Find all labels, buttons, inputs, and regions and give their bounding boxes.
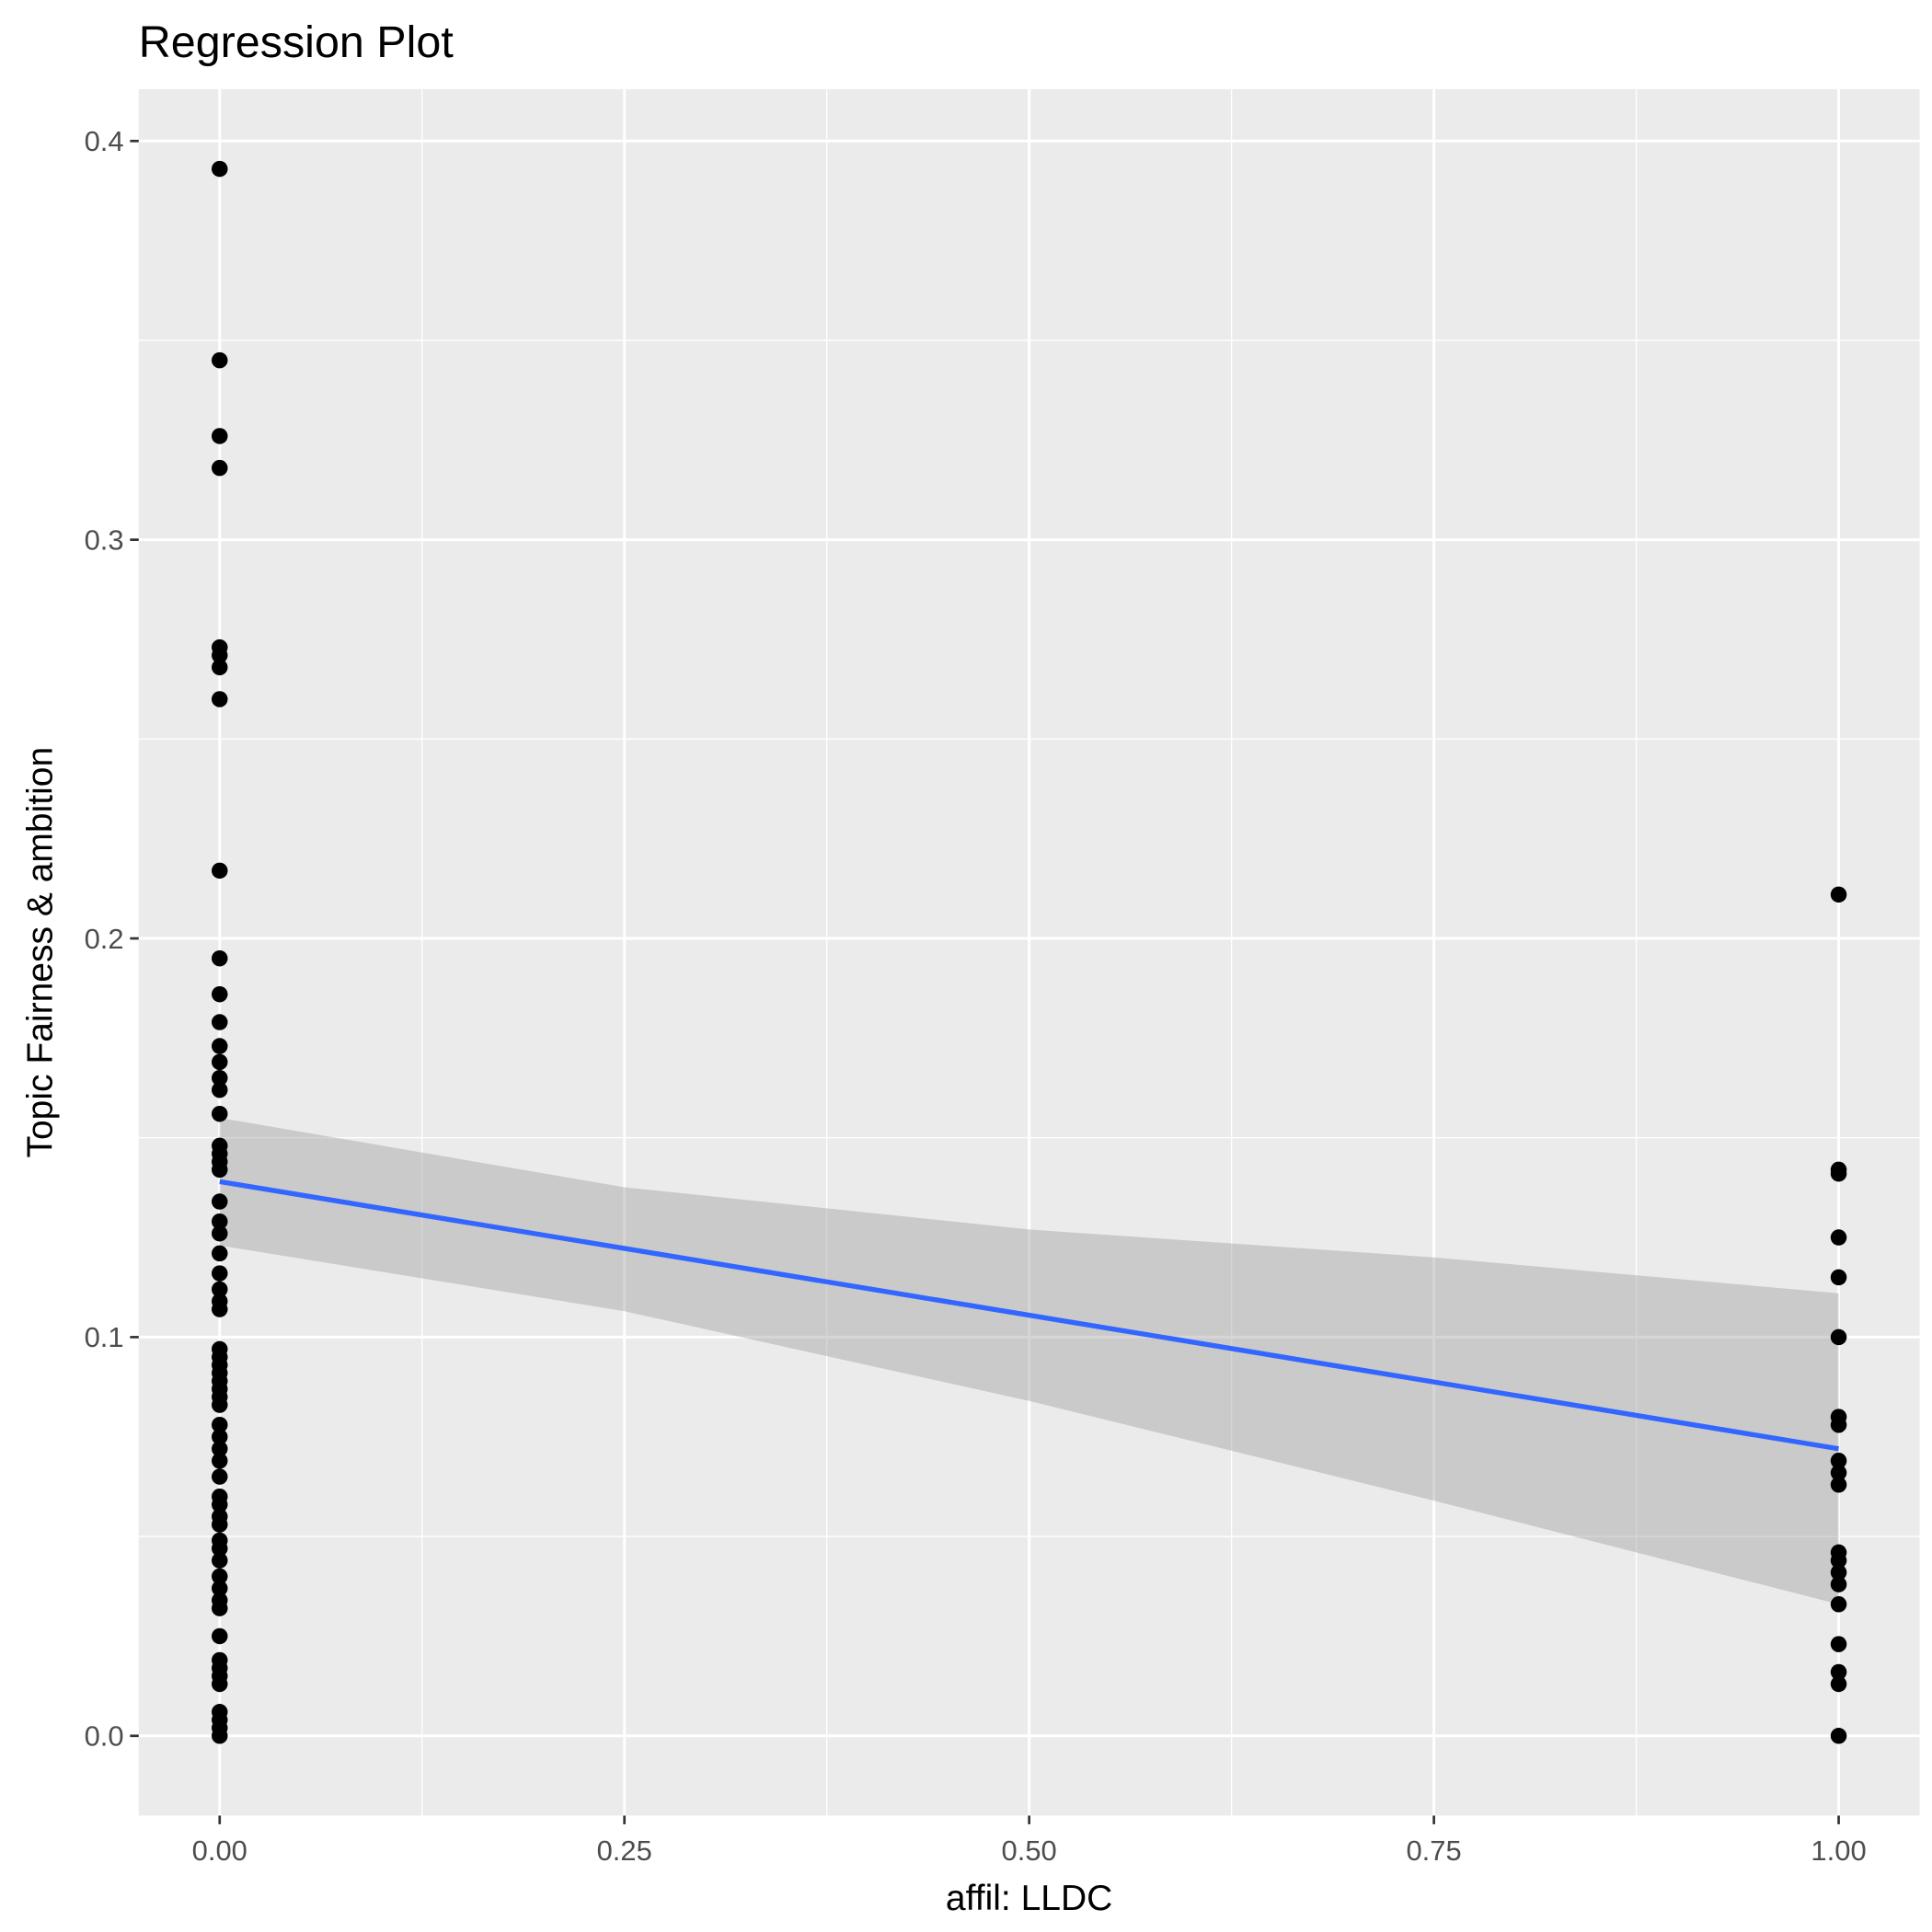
data-point [212, 428, 228, 444]
data-point [1830, 1229, 1847, 1246]
data-point [212, 1081, 228, 1098]
data-point [212, 1053, 228, 1071]
data-point [1830, 1564, 1847, 1581]
y-tick-label: 0.4 [85, 125, 124, 157]
data-point [212, 1301, 228, 1317]
data-point [1830, 1269, 1847, 1286]
data-point [212, 160, 228, 178]
chart-title: Regression Plot [139, 17, 454, 67]
data-point [212, 1627, 228, 1645]
axes: 0.00 0.25 0.50 0.75 1.00 0.0 0.1 0.2 0.3 0.4 [85, 125, 1867, 1867]
data-point [212, 862, 228, 880]
data-point [212, 1193, 228, 1210]
data-point [212, 1265, 228, 1282]
data-point [212, 691, 228, 707]
data-point [212, 1496, 228, 1513]
x-tick-label: 0.50 [1002, 1834, 1057, 1867]
data-point [212, 1552, 228, 1569]
data-point [1830, 1636, 1847, 1652]
x-tick-label: 0.25 [597, 1834, 652, 1867]
data-point [1830, 1328, 1847, 1346]
data-point [212, 985, 228, 1003]
data-point [212, 1213, 228, 1230]
data-point [212, 1245, 228, 1262]
data-point [212, 1568, 228, 1585]
data-point [212, 1675, 228, 1693]
data-point [1830, 1728, 1847, 1744]
y-tick-label: 0.3 [85, 523, 124, 556]
data-point [1830, 1675, 1847, 1693]
y-tick-label: 0.1 [85, 1321, 124, 1353]
data-point [212, 351, 228, 369]
data-point [212, 659, 228, 676]
data-point [1830, 1165, 1847, 1182]
data-point [212, 1397, 228, 1413]
y-axis-label: Topic Fairness & ambition [21, 747, 61, 1158]
data-point [1830, 1465, 1847, 1481]
data-point [212, 1069, 228, 1087]
data-point [212, 1516, 228, 1533]
data-point [212, 1161, 228, 1179]
data-point [212, 1441, 228, 1457]
x-axis-label: affil: LLDC [946, 1879, 1112, 1918]
data-point [212, 949, 228, 967]
data-point [212, 1600, 228, 1616]
data-point [1830, 1552, 1847, 1569]
data-point [212, 1429, 228, 1445]
data-point [212, 1105, 228, 1122]
x-tick-label: 1.00 [1811, 1834, 1866, 1867]
data-point [212, 1416, 228, 1433]
data-point [212, 1281, 228, 1298]
grid-lines [138, 88, 1920, 1816]
data-point [1830, 1453, 1847, 1469]
data-point [212, 647, 228, 664]
x-tick-label: 0.75 [1406, 1834, 1461, 1867]
data-point [1830, 1596, 1847, 1613]
data-point [212, 459, 228, 477]
data-point [212, 1453, 228, 1469]
data-points [212, 160, 1847, 1744]
data-point [1830, 1477, 1847, 1493]
data-point [212, 1728, 228, 1744]
data-point [212, 1225, 228, 1242]
data-point [212, 1468, 228, 1485]
data-point [212, 1038, 228, 1054]
data-point [212, 1580, 228, 1597]
data-point [212, 1540, 228, 1557]
y-tick-label: 0.0 [85, 1720, 124, 1753]
x-tick-label: 0.00 [192, 1834, 247, 1867]
y-tick-label: 0.2 [85, 923, 124, 955]
data-point [1830, 1663, 1847, 1681]
data-point [212, 1014, 228, 1030]
confidence-band [219, 1118, 1839, 1604]
data-point [1830, 1576, 1847, 1593]
data-point [1830, 886, 1847, 903]
regression-line [219, 1179, 1839, 1452]
data-point [1830, 1416, 1847, 1433]
